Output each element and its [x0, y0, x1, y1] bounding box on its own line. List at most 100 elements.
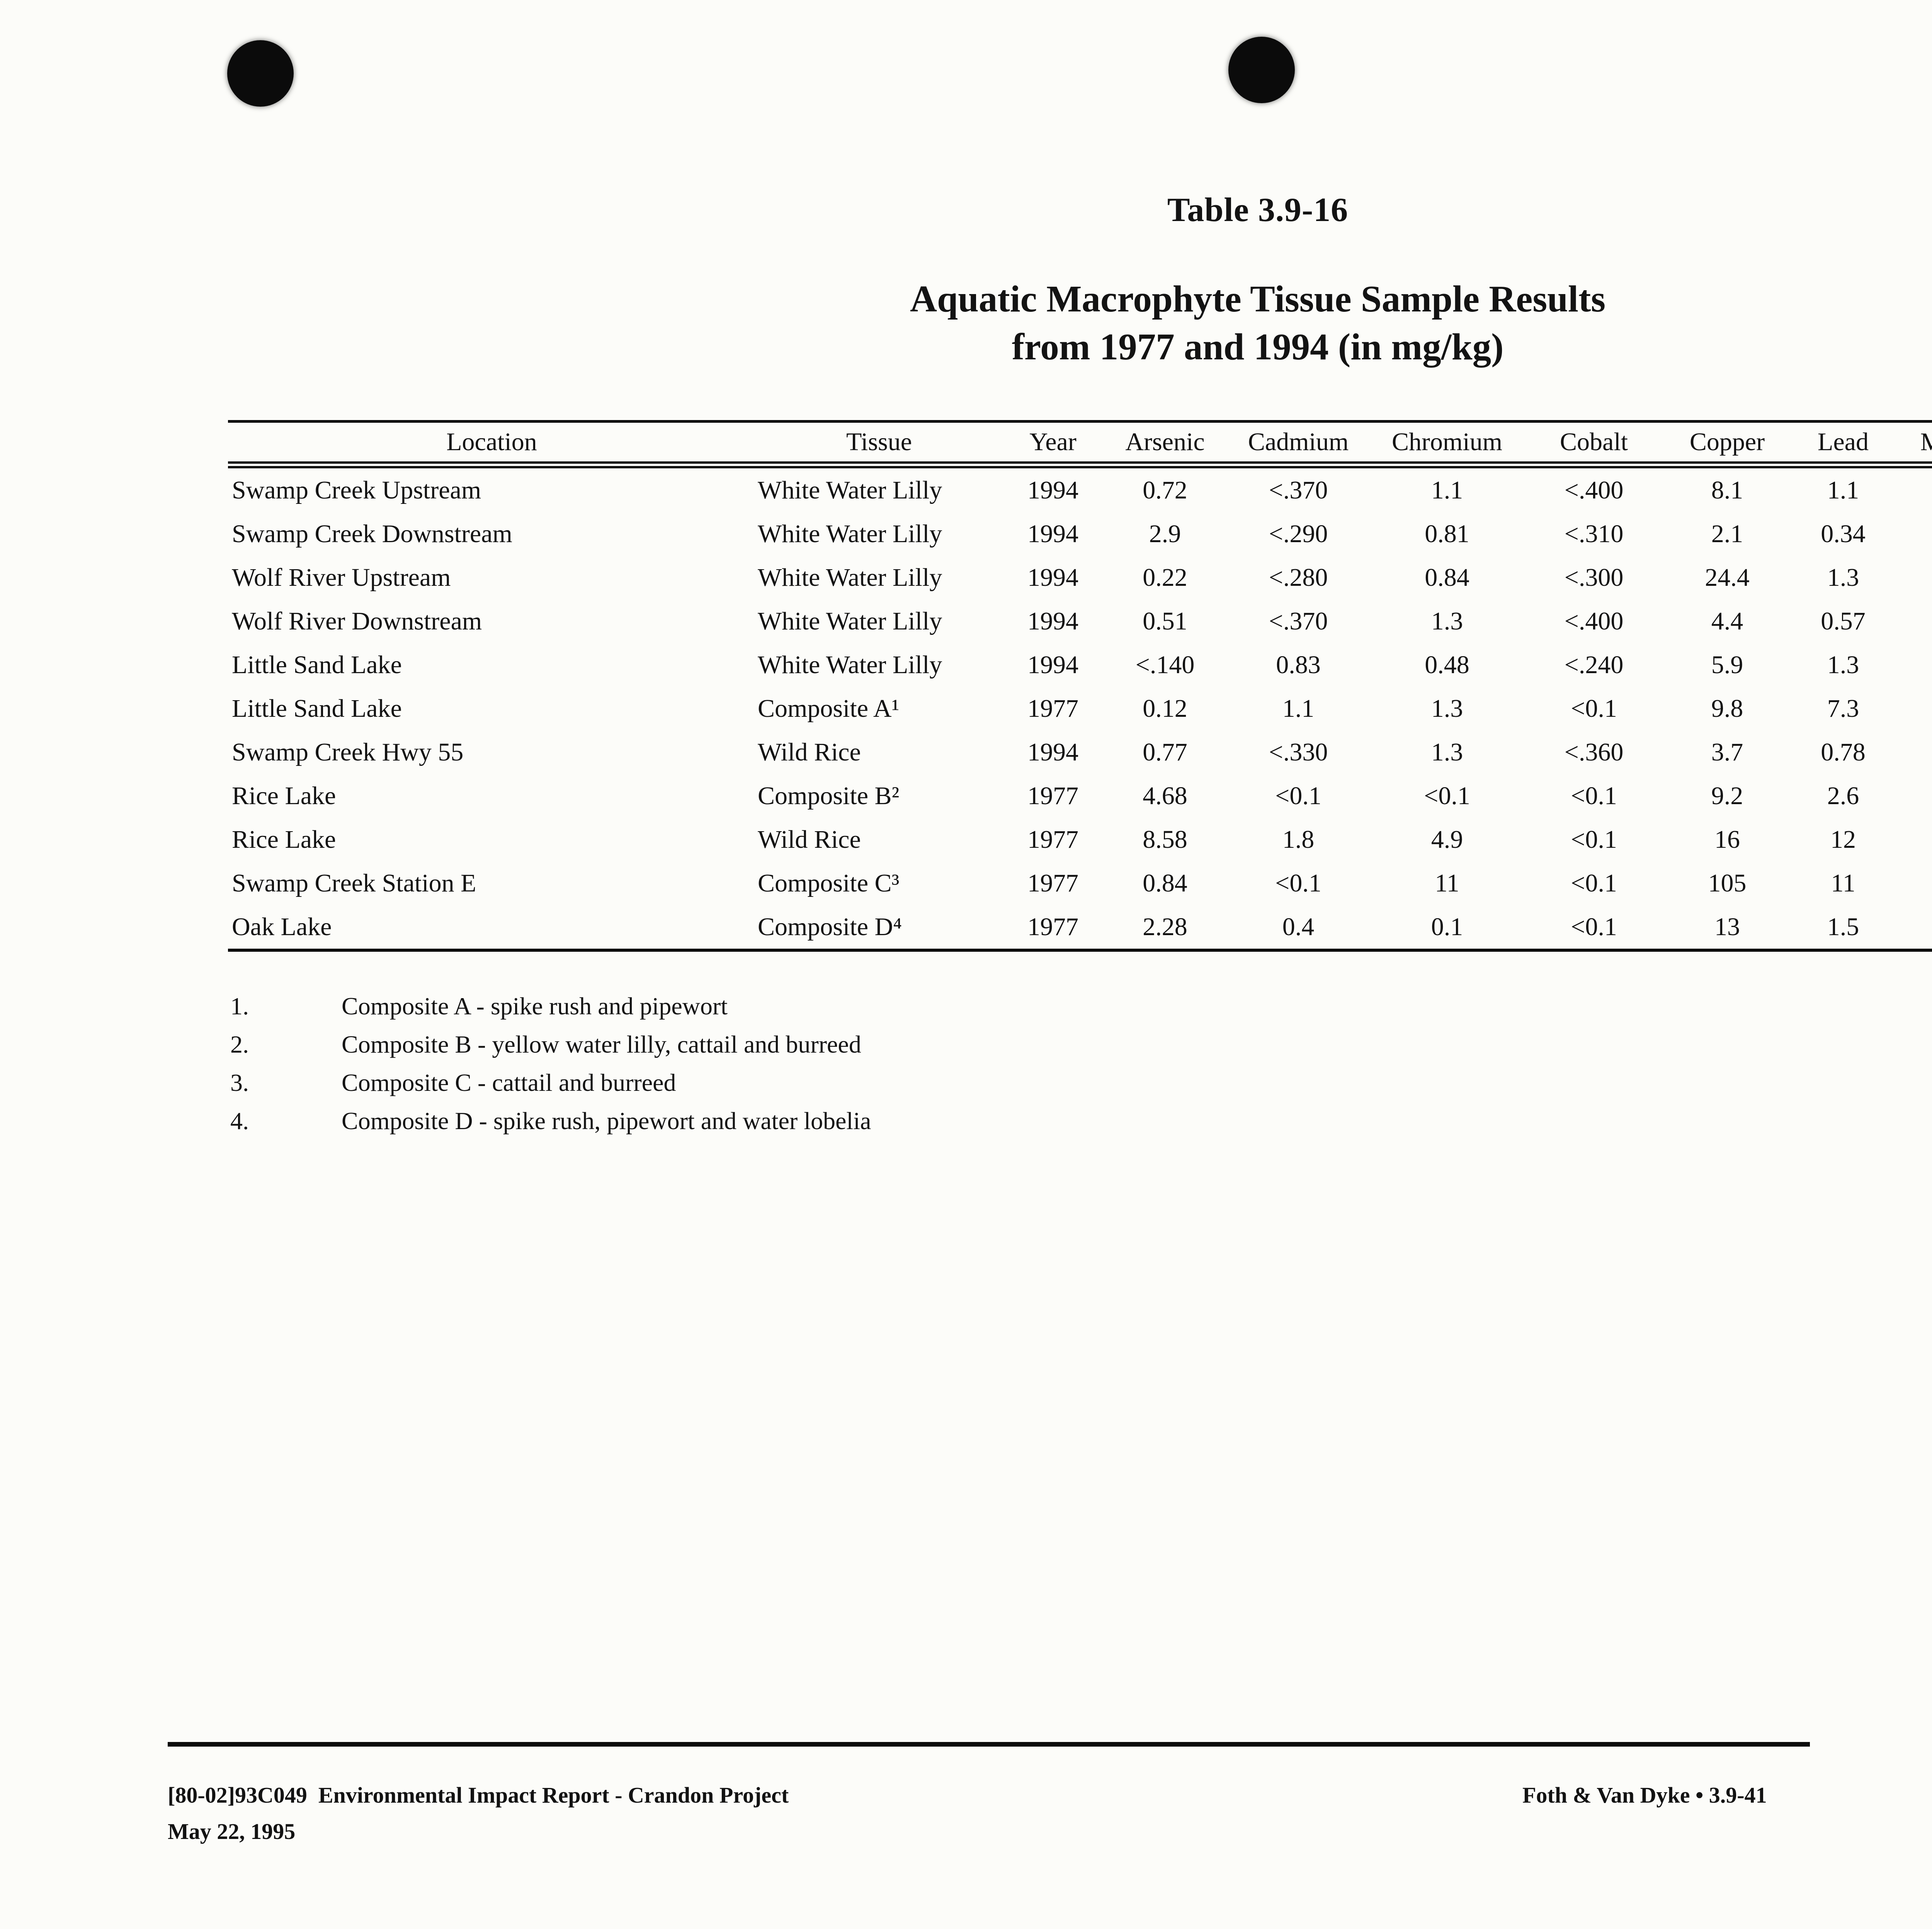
- footer-rule: [168, 1742, 1810, 1747]
- table-cell: 1230: [1895, 599, 1932, 643]
- table-cell: 924: [1895, 512, 1932, 556]
- table-cell: 16: [1714, 825, 1740, 854]
- results-table: Location Tissue Year Arsenic Cadmium Chromium…: [228, 420, 1932, 952]
- table-cell: <0.1: [1571, 781, 1617, 810]
- table-cell: White Water Lilly: [758, 476, 942, 504]
- table-cell: <.290: [1269, 519, 1328, 548]
- table-cell: Wolf River Upstream: [232, 563, 451, 592]
- table-cell: 0.84: [1425, 563, 1469, 592]
- table-cell: 1.5: [1827, 912, 1859, 941]
- table-cell: <.140: [1135, 650, 1195, 679]
- footnote-number: 1.: [230, 992, 249, 1020]
- table-cell: 8.1: [1711, 476, 1743, 504]
- footnote-item: 1. Composite A - spike rush and pipewort: [230, 987, 871, 1025]
- table-cell: <0.1: [1275, 869, 1321, 897]
- footnote-item: 3. Composite C - cattail and burreed: [230, 1063, 871, 1102]
- table-cell: 0.78: [1821, 738, 1866, 766]
- table-row: Wolf River Downstream White Water Lilly 19…: [228, 599, 1932, 643]
- table-cell: 0.84: [1143, 869, 1187, 897]
- table-cell: <0.1: [1571, 825, 1617, 854]
- table-cell: Little Sand Lake: [232, 694, 402, 723]
- table-cell: 0.57: [1821, 607, 1866, 635]
- table-cell: 1994: [1027, 519, 1078, 548]
- table-header-row: Location Tissue Year Arsenic Cadmium Chromium…: [228, 421, 1932, 465]
- table-cell: Little Sand Lake: [232, 650, 402, 679]
- footnote-text: Composite C - cattail and burreed: [342, 1069, 676, 1096]
- table-cell: Rice Lake: [232, 781, 336, 810]
- table-cell: 1994: [1027, 476, 1078, 504]
- column-header: Cobalt: [1560, 428, 1628, 456]
- table-row: Rice Lake Wild Rice 1977 8.58 1.8 4.9 <0.1 16 12…: [228, 818, 1932, 861]
- table-row: Little Sand Lake White Water Lilly 1994 <.1…: [228, 643, 1932, 687]
- table-cell: 24.4: [1705, 563, 1750, 592]
- table-label: Table 3.9-16: [1167, 191, 1349, 229]
- table-cell: Oak Lake: [232, 912, 332, 941]
- table-cell: White Water Lilly: [758, 650, 942, 679]
- table-cell: <.310: [1564, 519, 1624, 548]
- table-row: Rice Lake Composite B² 1977 4.68 <0.1 <0.1 <0.…: [228, 774, 1932, 818]
- column-header: Arsenic: [1125, 428, 1205, 456]
- footer-date: May 22, 1995: [168, 1819, 296, 1844]
- footer-doc-id: [80-02]93C049 Environmental Impact Repor…: [168, 1783, 789, 1808]
- table-cell: 11: [1435, 869, 1459, 897]
- table-cell: 0.48: [1425, 650, 1469, 679]
- table-cell: <.370: [1269, 476, 1328, 504]
- table-cell: 4.68: [1143, 781, 1187, 810]
- hole-punch-icon: [227, 40, 294, 107]
- footnote-number: 4.: [230, 1107, 249, 1135]
- footnote-text: Composite D - spike rush, pipewort and w…: [342, 1107, 871, 1135]
- table-cell: <0.1: [1275, 781, 1321, 810]
- table-cell: <.280: [1269, 563, 1328, 592]
- footer-page-ref: Foth & Van Dyke • 3.9-41: [1522, 1783, 1767, 1808]
- table-cell: 1994: [1027, 563, 1078, 592]
- table-cell: <0.1: [1571, 912, 1617, 941]
- table-cell: White Water Lilly: [758, 563, 942, 592]
- footnote-item: 2. Composite B - yellow water lilly, catt…: [230, 1025, 871, 1063]
- table-row: Swamp Creek Upstream White Water Lilly 199…: [228, 465, 1932, 512]
- column-header: Tissue: [846, 428, 912, 456]
- table-cell: 2.1: [1711, 519, 1743, 548]
- table-cell: Swamp Creek Station E: [232, 869, 476, 897]
- doc-title-line2: from 1977 and 1994 (in mg/kg): [1012, 326, 1504, 367]
- table-cell: Composite C³: [758, 869, 900, 897]
- table-cell: <.330: [1269, 738, 1328, 766]
- table-cell: 0.51: [1143, 607, 1187, 635]
- table-cell: 1.1: [1282, 694, 1315, 723]
- table-row: Swamp Creek Station E Composite C³ 1977 0.8…: [228, 861, 1932, 905]
- table-cell: <.300: [1564, 563, 1624, 592]
- table-cell: Swamp Creek Downstream: [232, 519, 512, 548]
- table-cell: 1.3: [1431, 694, 1463, 723]
- table-row: Wolf River Upstream White Water Lilly 1994…: [228, 556, 1932, 599]
- table-cell: 0.12: [1143, 694, 1187, 723]
- column-header: Location: [446, 428, 537, 456]
- footnote-text: Composite B - yellow water lilly, cattai…: [342, 1031, 861, 1058]
- table-cell: Composite B²: [758, 781, 900, 810]
- table-cell: White Water Lilly: [758, 519, 942, 548]
- column-header: Cadmium: [1248, 428, 1349, 456]
- table-cell: Wild Rice: [758, 825, 861, 854]
- footnote-number: 3.: [230, 1069, 249, 1096]
- table-cell: <0.1: [1424, 781, 1470, 810]
- table-cell: White Water Lilly: [758, 607, 942, 635]
- table-cell: 3.7: [1711, 738, 1743, 766]
- table-cell: 0.83: [1276, 650, 1321, 679]
- footnote-number: 2.: [230, 1031, 249, 1058]
- table-row: Swamp Creek Hwy 55 Wild Rice 1994 0.77 <.330…: [228, 730, 1932, 774]
- table-cell: 1977: [1027, 869, 1078, 897]
- table-cell: 918: [1895, 465, 1932, 512]
- column-header: Manganese: [1920, 428, 1932, 456]
- table-cell: 0.81: [1425, 519, 1469, 548]
- table-cell: 2.9: [1149, 519, 1181, 548]
- table-cell: 128: [1895, 643, 1932, 687]
- footnotes: 1. Composite A - spike rush and pipewort 2…: [230, 987, 871, 1140]
- hole-punch-icon: [1228, 37, 1295, 103]
- table-cell: 1994: [1027, 738, 1078, 766]
- table-cell: 1977: [1027, 781, 1078, 810]
- table-cell: <.370: [1269, 607, 1328, 635]
- table-cell: 2.28: [1143, 912, 1187, 941]
- table-cell: 2.6: [1827, 781, 1859, 810]
- table-cell: Wolf River Downstream: [232, 607, 482, 635]
- table-cell: Wild Rice: [758, 738, 861, 766]
- table-cell: 4.4: [1711, 607, 1743, 635]
